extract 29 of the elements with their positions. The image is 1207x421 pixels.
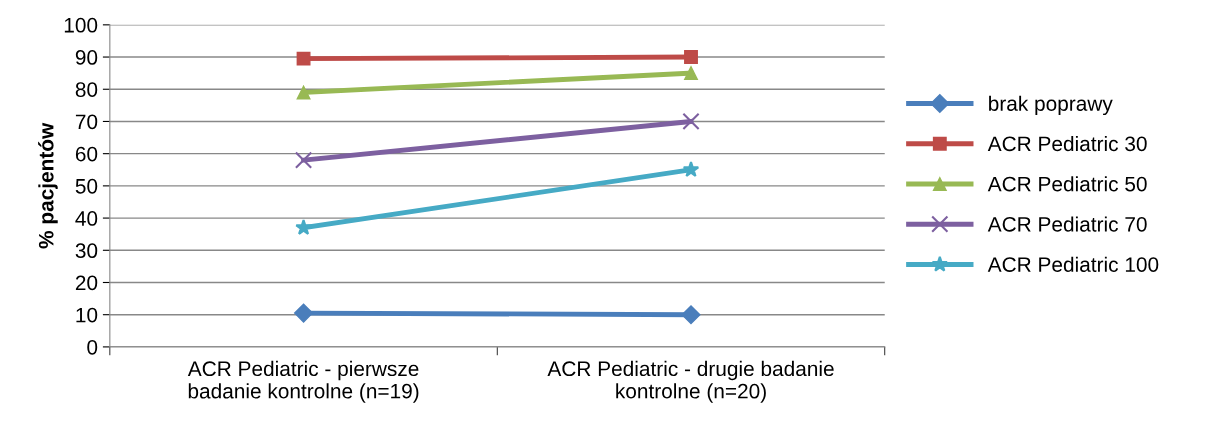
point <box>684 66 698 81</box>
y-tick-label: 70 <box>75 114 98 130</box>
y-tick-label: 50 <box>75 178 98 194</box>
x-tick-label: ACR Pediatric - drugie badanie kontrolne (n=20) <box>547 360 834 403</box>
y-tick-label: 80 <box>75 82 98 98</box>
y-tick-label: 100 <box>64 17 98 33</box>
legend-label: ACR Pediatric 30 <box>987 135 1147 152</box>
legend-label: ACR Pediatric 70 <box>987 216 1147 232</box>
y-tick-label: 20 <box>75 275 98 291</box>
y-tick-label: 40 <box>75 211 98 226</box>
point <box>682 161 700 177</box>
point <box>684 50 698 64</box>
point <box>296 85 311 100</box>
y-tick-label: 90 <box>75 50 98 65</box>
y-tick-label: 10 <box>76 307 98 323</box>
x-tick-label: ACR Pediatric - pierwsze badanie kontrolne (n=19) <box>187 360 419 403</box>
point <box>296 51 311 66</box>
y-tick-label: 30 <box>75 243 98 259</box>
point <box>294 151 313 169</box>
y-axis-title: % pacjentów <box>38 122 58 249</box>
point <box>294 303 314 323</box>
point <box>682 112 700 131</box>
legend-label: brak poprawy <box>989 95 1113 116</box>
y-tick-label: 60 <box>75 146 98 162</box>
y-tick-label: 0 <box>87 339 98 355</box>
legend-label: ACR Pediatric 100 <box>987 256 1159 272</box>
legend-label: ACR Pediatric 50 <box>987 176 1147 192</box>
point <box>295 219 312 235</box>
point <box>681 305 701 325</box>
